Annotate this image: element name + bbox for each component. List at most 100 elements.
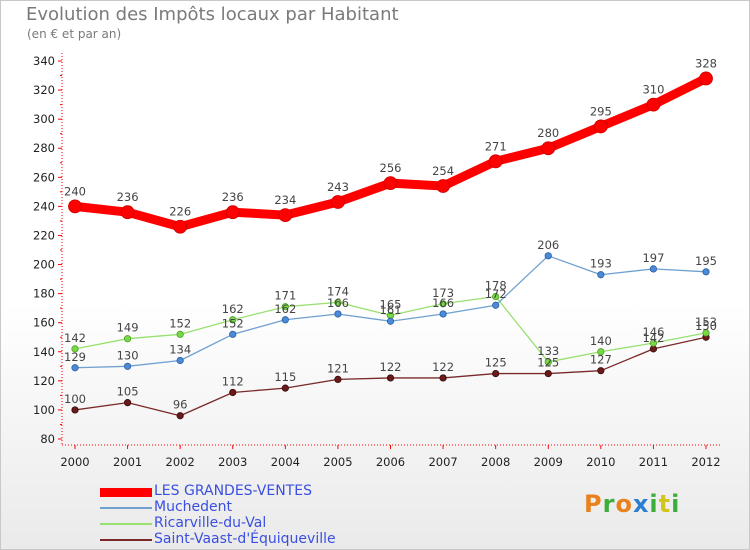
data-label: 256 (380, 161, 402, 175)
legend-swatch (100, 539, 152, 541)
data-point (386, 374, 395, 382)
series-3 (71, 333, 710, 420)
data-point (597, 271, 605, 279)
data-label: 166 (432, 296, 454, 310)
data-label: 161 (380, 303, 402, 317)
x-tick-label: 2011 (639, 455, 668, 469)
data-label: 193 (590, 257, 612, 271)
y-tick-label: 160 (33, 316, 55, 330)
data-label: 206 (537, 238, 559, 252)
data-point (278, 208, 293, 223)
data-label: 130 (117, 348, 139, 362)
data-point (176, 356, 184, 365)
data-label: 149 (117, 321, 139, 335)
logo-letter: i (649, 490, 659, 518)
data-point (334, 310, 342, 318)
y-tick-label: 320 (33, 83, 55, 97)
data-label: 153 (695, 315, 717, 329)
data-point (281, 384, 289, 392)
data-label: 125 (537, 356, 559, 370)
data-point (597, 348, 605, 356)
data-label: 152 (222, 316, 244, 330)
data-label: 171 (274, 289, 296, 303)
data-point (173, 219, 188, 234)
data-point (492, 292, 500, 301)
data-label: 146 (642, 325, 664, 339)
y-tick-label: 340 (33, 54, 55, 68)
data-label: 121 (327, 361, 349, 375)
data-label: 150 (695, 319, 717, 333)
data-point (649, 265, 658, 273)
data-label: 236 (117, 190, 139, 204)
data-point (702, 329, 710, 337)
data-point (702, 268, 710, 276)
logo-letter: x (632, 490, 650, 518)
data-point (593, 119, 608, 134)
series-2 (71, 292, 710, 366)
data-point (646, 97, 661, 112)
data-point (541, 141, 556, 156)
y-tick-label: 200 (33, 258, 55, 272)
data-point (123, 362, 132, 370)
data-point (225, 205, 240, 220)
data-label: 172 (485, 287, 507, 301)
data-point (649, 339, 658, 347)
data-point (699, 71, 713, 86)
y-tick-label: 260 (33, 170, 55, 184)
x-tick-label: 2003 (218, 455, 247, 469)
data-label: 178 (485, 279, 507, 293)
logo-letter: r (602, 490, 616, 518)
chart-title: Evolution des Impôts locaux par Habitant (26, 4, 399, 25)
data-point (229, 330, 237, 338)
data-point (281, 316, 289, 324)
data-point (68, 199, 82, 214)
brand-logo: Proxiti (584, 490, 680, 518)
data-label: 133 (537, 344, 559, 358)
y-tick-label: 100 (33, 403, 55, 417)
x-tick-label: 2004 (271, 455, 300, 469)
x-tick-label: 2001 (113, 455, 142, 469)
logo-letter: P (584, 490, 603, 518)
data-label: 295 (590, 104, 612, 118)
data-point (331, 195, 345, 209)
data-point (544, 358, 552, 366)
series-1 (71, 252, 710, 372)
data-label: 152 (169, 316, 191, 330)
data-label: 271 (485, 139, 507, 153)
x-tick-label: 2009 (534, 455, 563, 469)
data-point (492, 301, 500, 309)
data-label: 310 (642, 83, 664, 97)
data-label: 174 (327, 284, 349, 298)
data-point (71, 364, 79, 372)
data-point (439, 374, 447, 382)
data-label: 127 (590, 353, 612, 367)
data-label: 112 (222, 374, 244, 388)
data-point (281, 303, 289, 311)
data-point (123, 399, 132, 407)
data-point (383, 176, 398, 191)
data-label: 105 (117, 385, 139, 399)
data-label: 122 (432, 360, 454, 374)
data-label: 328 (695, 56, 717, 70)
data-label: 96 (173, 398, 188, 412)
y-tick-label: 120 (33, 374, 55, 388)
x-tick-label: 2006 (376, 455, 405, 469)
logo-letter: t (658, 490, 672, 518)
data-point (71, 406, 79, 414)
x-tick-label: 2002 (166, 455, 195, 469)
data-point (544, 252, 552, 260)
data-label: 140 (590, 334, 612, 348)
data-point (229, 316, 237, 324)
x-tick-label: 2005 (323, 455, 352, 469)
data-point (439, 300, 447, 308)
data-point (71, 345, 79, 353)
data-label: 234 (274, 193, 296, 207)
legend-label: LES GRANDES-VENTES (154, 483, 312, 499)
y-tick-label: 300 (33, 112, 55, 126)
data-point (123, 335, 132, 343)
data-point (492, 369, 500, 378)
y-tick-label: 240 (33, 199, 55, 213)
data-label: 226 (169, 205, 191, 219)
